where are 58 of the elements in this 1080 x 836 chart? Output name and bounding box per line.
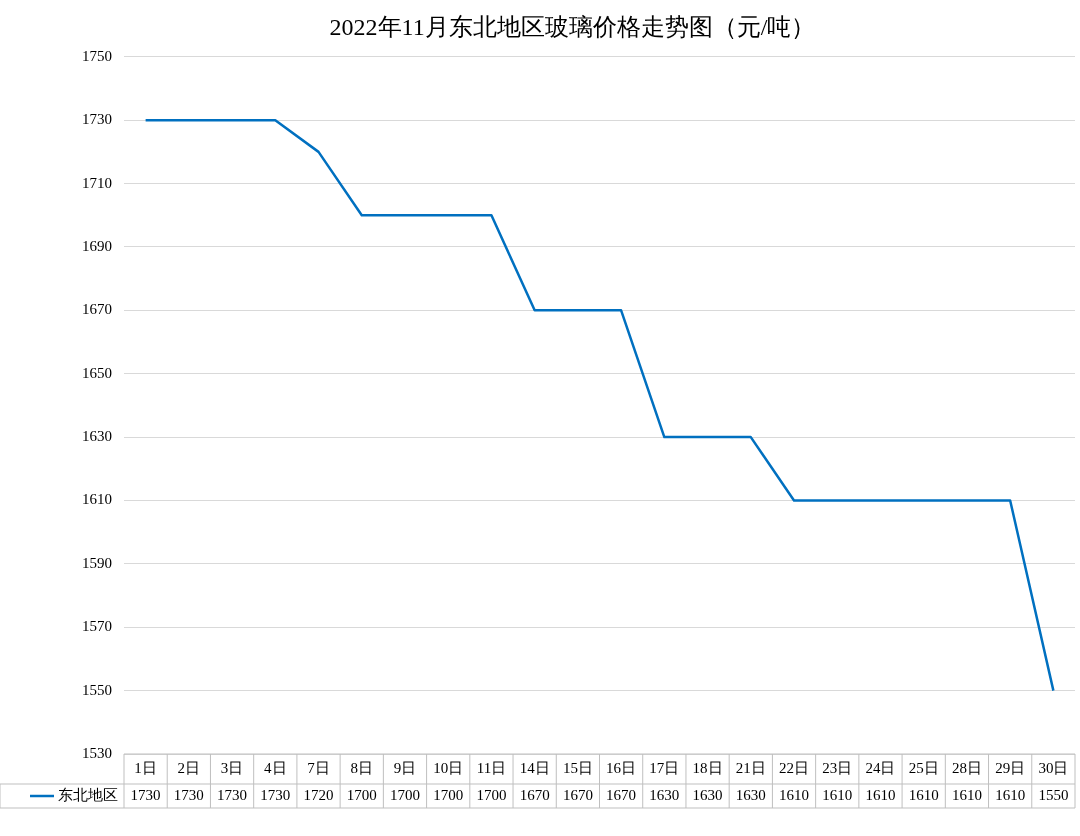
data-label: 1700: [476, 786, 507, 803]
x-tick-label: 9日: [393, 759, 417, 776]
x-tick-label: 30日: [1038, 759, 1069, 776]
y-tick-label: 1610: [82, 491, 112, 508]
data-label: 1610: [865, 786, 896, 803]
data-label: 1730: [260, 786, 291, 803]
y-tick-label: 1710: [82, 174, 112, 191]
data-label: 1730: [130, 786, 161, 803]
x-tick-label: 1日: [134, 759, 157, 776]
data-label: 1700: [389, 786, 420, 803]
x-tick-label: 16日: [606, 759, 637, 776]
x-tick-label: 25日: [908, 759, 939, 776]
y-tick-label: 1730: [82, 111, 112, 128]
y-tick-label: 1570: [82, 618, 112, 635]
legend-label: 东北地区: [58, 786, 118, 803]
x-tick-label: 10日: [433, 759, 464, 776]
data-label: 1550: [1038, 786, 1069, 803]
data-label: 1730: [217, 786, 248, 803]
x-tick-label: 2日: [177, 759, 201, 776]
y-tick-label: 1630: [82, 428, 112, 445]
x-tick-label: 8日: [350, 759, 373, 776]
chart-title: 2022年11月东北地区玻璃价格走势图（元/吨）: [329, 13, 816, 40]
x-tick-label: 28日: [951, 759, 982, 776]
data-label: 1720: [303, 786, 334, 803]
data-label: 1670: [519, 786, 550, 803]
data-label: 1700: [433, 786, 464, 803]
y-tick-label: 1670: [82, 301, 112, 318]
x-tick-label: 4日: [264, 759, 287, 776]
y-tick-label: 1590: [82, 554, 112, 571]
data-label: 1730: [173, 786, 204, 803]
y-tick-label: 1690: [82, 237, 112, 254]
data-label: 1610: [779, 786, 810, 803]
data-label: 1630: [735, 786, 766, 803]
x-tick-label: 29日: [995, 759, 1026, 776]
x-tick-label: 3日: [220, 759, 244, 776]
x-tick-label: 7日: [307, 759, 330, 776]
y-tick-label: 1750: [82, 47, 112, 64]
data-label: 1670: [606, 786, 637, 803]
y-tick-label: 1550: [82, 681, 112, 698]
x-tick-label: 15日: [562, 759, 593, 776]
x-tick-label: 18日: [692, 759, 723, 776]
data-label: 1630: [649, 786, 680, 803]
data-label: 1700: [346, 786, 377, 803]
data-label: 1610: [951, 786, 982, 803]
x-tick-label: 11日: [476, 759, 507, 776]
data-label: 1610: [995, 786, 1026, 803]
y-tick-label: 1650: [82, 364, 112, 381]
data-label: 1670: [562, 786, 593, 803]
x-tick-label: 17日: [649, 759, 680, 776]
data-label: 1610: [908, 786, 939, 803]
x-tick-label: 23日: [822, 759, 853, 776]
x-tick-label: 14日: [519, 759, 550, 776]
x-tick-label: 22日: [779, 759, 810, 776]
data-label: 1630: [692, 786, 723, 803]
y-tick-label: 1530: [82, 744, 112, 761]
x-tick-label: 24日: [865, 759, 896, 776]
data-label: 1610: [822, 786, 853, 803]
x-tick-label: 21日: [735, 759, 766, 776]
